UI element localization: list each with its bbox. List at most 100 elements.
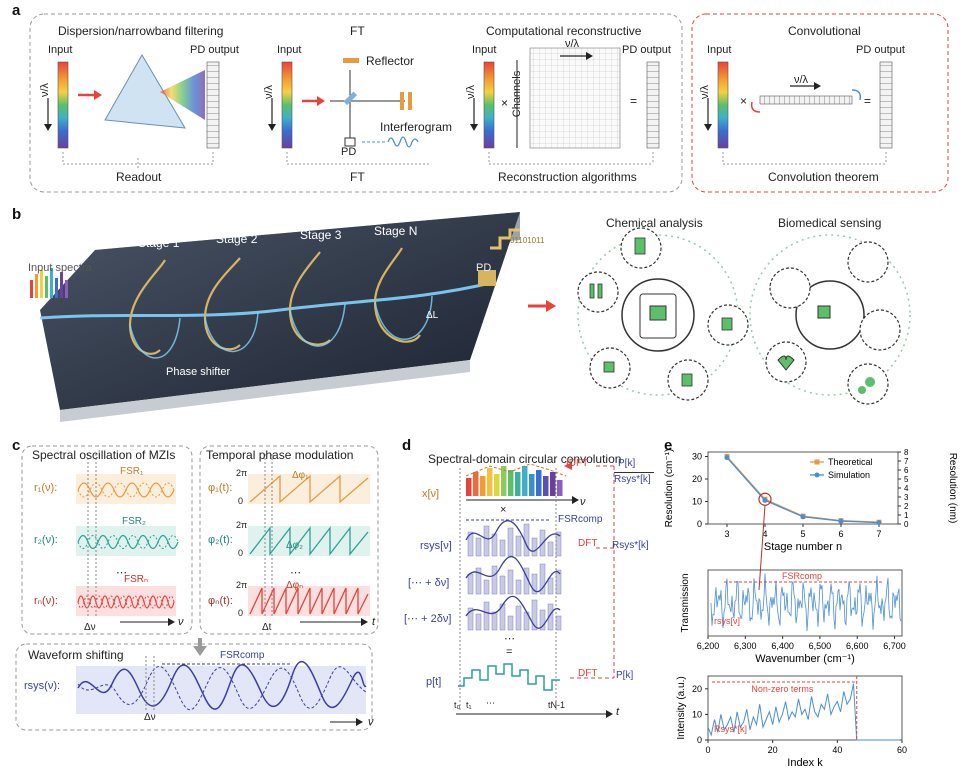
chart1-point-simulation bbox=[800, 514, 806, 520]
d-dots: ⋯ bbox=[504, 633, 515, 645]
d-title: Spectral-domain circular convolution bbox=[428, 452, 622, 466]
t-label-c: t bbox=[372, 616, 376, 628]
t-label-d: t bbox=[616, 706, 620, 718]
chart2-xtick-label: 6,400 bbox=[771, 641, 794, 651]
dphi2-label: Δφ₂ bbox=[286, 540, 304, 551]
two-pi-n: 2π bbox=[236, 580, 248, 590]
t0-label: t₀ bbox=[454, 700, 461, 710]
panel-a-diagram bbox=[29, 13, 949, 193]
chart2-frame bbox=[707, 569, 903, 637]
chart1-ytick-label: 20 bbox=[692, 474, 702, 484]
panel-b-diagram bbox=[30, 212, 911, 422]
dispersion-title: Dispersion/narrowband filtering bbox=[58, 24, 224, 38]
chart1-ytick-right-label: 1 bbox=[904, 511, 909, 520]
chart1-xtick-label: 4 bbox=[762, 529, 767, 539]
waveform-shifting-title: Waveform shifting bbox=[28, 648, 124, 662]
chart3-ylabel: Intensity (a.u.) bbox=[676, 676, 687, 739]
chart2-ylabel: Transmission bbox=[680, 573, 691, 632]
fsr2-label: FSR₂ bbox=[122, 516, 146, 527]
ft-footer: FT bbox=[350, 170, 365, 184]
chart1-xtick-label: 6 bbox=[838, 529, 843, 539]
chart1-point-simulation bbox=[762, 497, 768, 503]
chart1-series-line bbox=[726, 457, 880, 524]
x-spectrum-bar bbox=[480, 476, 486, 496]
nu-label-c2: ν bbox=[368, 716, 374, 728]
chart1-ytick-label: 10 bbox=[692, 497, 702, 507]
x-envelope-line bbox=[465, 463, 567, 477]
chart1-legend-marker bbox=[814, 472, 820, 478]
zero-2: 0 bbox=[238, 548, 244, 558]
rsys-k-label: Rsys*[k] bbox=[612, 540, 649, 551]
bits-label: 01101011 bbox=[510, 236, 545, 245]
chart1-ylabel: Resolution (cm⁻¹) bbox=[664, 449, 675, 528]
chart3-xtick-label: 20 bbox=[768, 745, 778, 755]
x-spectrum-bar bbox=[543, 476, 549, 496]
conv-top-axis-label: ν/λ bbox=[794, 74, 809, 86]
two-pi-1: 2π bbox=[236, 468, 248, 478]
nu-label-d: ν bbox=[580, 496, 586, 508]
c-right-dots: ⋯ bbox=[290, 567, 301, 579]
zero-n: 0 bbox=[238, 608, 244, 618]
chart1-ytick-right-label: 8 bbox=[904, 448, 909, 457]
fsr1-label: FSR₁ bbox=[120, 466, 144, 477]
stage-3-label: Stage 3 bbox=[300, 228, 342, 242]
chart1-ytick-right-label: 5 bbox=[904, 475, 909, 484]
x-spectrum-bar bbox=[501, 466, 507, 496]
chart1-legend-label: Theoretical bbox=[828, 457, 873, 467]
conv-title: Convolutional bbox=[788, 24, 861, 38]
chart3-ytick-label: 0 bbox=[697, 735, 702, 745]
chart3-xtick-label: 60 bbox=[897, 745, 907, 755]
interferogram-label: Interferogram bbox=[380, 120, 453, 134]
chart1-ytick-right-label: 6 bbox=[904, 466, 909, 475]
input-spectra-label: Input spectra bbox=[28, 262, 92, 274]
stage-2-label: Stage 2 bbox=[216, 232, 258, 246]
chart1-ytick-right-label: 4 bbox=[904, 484, 909, 493]
ft-title: FT bbox=[350, 24, 365, 38]
zero-1: 0 bbox=[238, 496, 244, 506]
c-left-dots: ⋯ bbox=[116, 567, 127, 579]
dphi1-label: Δφ₁ bbox=[292, 470, 309, 481]
chart1-highlight-arrow bbox=[758, 505, 766, 591]
x-spectrum-bar bbox=[529, 474, 535, 496]
x-spectrum-bar bbox=[550, 472, 556, 496]
ft-axis-label: ν/λ bbox=[263, 84, 276, 100]
chart2-series-label: rsys[ν] bbox=[714, 616, 740, 626]
conv-axis-label: ν/λ bbox=[699, 84, 712, 100]
x-spectrum-bar bbox=[487, 468, 493, 496]
dispersion-output-label: PD output bbox=[190, 44, 239, 56]
chart3-xtick-label: 40 bbox=[832, 745, 842, 755]
comp-axis-label: ν/λ bbox=[465, 84, 478, 100]
dft-label: DFT bbox=[578, 538, 598, 549]
comp-equals: = bbox=[630, 94, 638, 108]
dt-label: Δt bbox=[262, 622, 272, 633]
two-pi-2: 2π bbox=[236, 520, 248, 530]
d-eq: = bbox=[506, 646, 513, 658]
chart3-annotation: Non-zero terms bbox=[751, 684, 814, 694]
x-nu-label: x[ν] bbox=[422, 488, 440, 500]
dispersion-axis-label: ν/λ bbox=[39, 82, 52, 98]
d-ellipsis: ⋯ bbox=[486, 698, 495, 708]
chart2-xtick-label: 6,300 bbox=[734, 641, 757, 651]
chart3-ytick-label: 10 bbox=[692, 709, 702, 719]
idft-label: IDFT bbox=[566, 458, 589, 469]
chart3-xtick-label: 0 bbox=[705, 745, 710, 755]
chemical-analysis-title: Chemical analysis bbox=[606, 216, 703, 230]
chart3-series-label: Rsys*[k] bbox=[714, 724, 747, 734]
rn-label: rₙ(ν): bbox=[34, 595, 58, 607]
chart1-point-simulation bbox=[724, 455, 730, 461]
chart1-ytick-right-label: 2 bbox=[904, 502, 909, 511]
chart3-ytick-label: 20 bbox=[692, 684, 702, 694]
x-spectrum-bar bbox=[473, 472, 479, 496]
shift1-label: [⋯ + δν] bbox=[408, 577, 450, 589]
chart2-xtick-label: 6,600 bbox=[846, 641, 869, 651]
stage-1-label: Stage 1 bbox=[138, 236, 180, 250]
conv-footer: Convolution theorem bbox=[768, 170, 879, 184]
reflector-label: Reflector bbox=[366, 54, 415, 68]
stage-n-label: Stage N bbox=[374, 224, 418, 238]
x-spectrum-bar bbox=[557, 480, 563, 496]
phin-label: φₙ(t): bbox=[208, 595, 233, 607]
comp-channels-label: Channels bbox=[511, 70, 524, 118]
phase-shifter-label: Phase shifter bbox=[166, 366, 231, 378]
panel-label-b: b bbox=[12, 206, 22, 223]
